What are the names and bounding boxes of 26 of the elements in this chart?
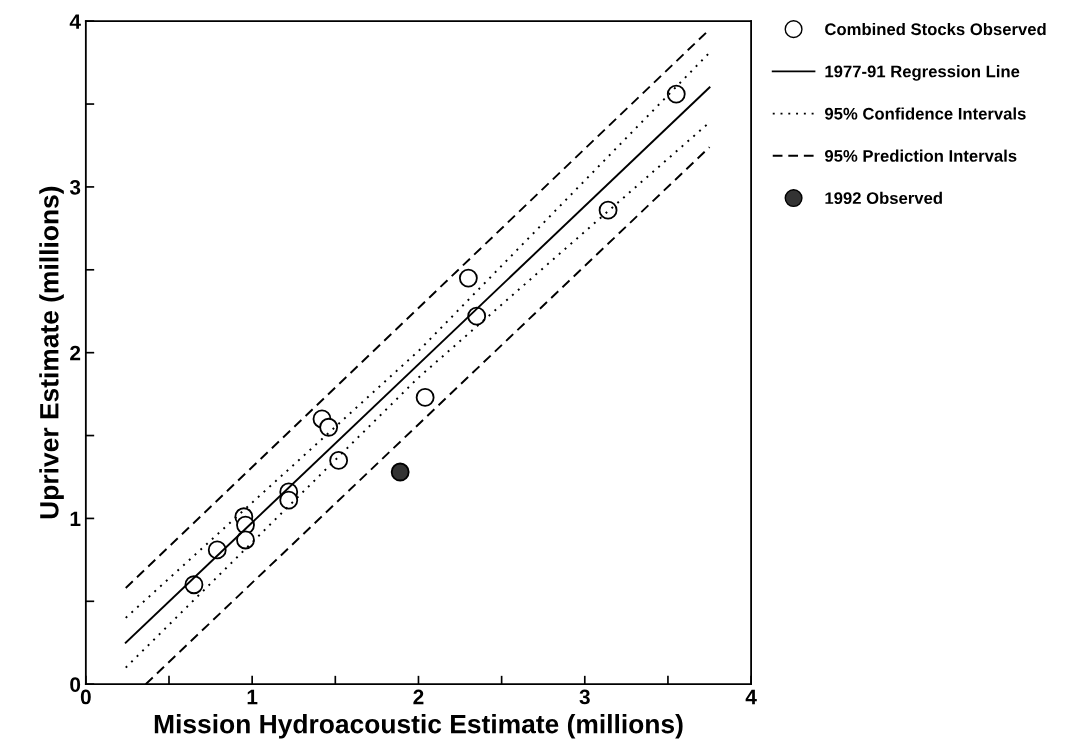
y-tick-label: 4 — [69, 14, 81, 29]
legend-label: 95% Confidence Intervals — [825, 107, 1026, 120]
legend-label: Combined Stocks Observed — [825, 22, 1046, 36]
point — [458, 268, 478, 288]
y-axis-title: Upriver Estimate (millions) — [39, 186, 64, 519]
legend-label: 1992 Observed — [825, 191, 942, 205]
point — [598, 200, 618, 220]
point — [319, 417, 339, 437]
point — [390, 462, 410, 482]
x-tick-label: 2 — [413, 689, 424, 705]
point — [666, 84, 686, 104]
point — [329, 451, 349, 470]
y-tick-label: 1 — [70, 511, 81, 526]
x-tick-label: 3 — [579, 689, 590, 705]
x-tick-label: 0 — [80, 689, 91, 705]
point — [236, 530, 255, 550]
y-tick-label: 0 — [70, 677, 81, 692]
legend-label: 95% Prediction Intervals — [825, 149, 1017, 162]
point — [415, 388, 435, 407]
point — [279, 490, 299, 510]
y-tick-label: 2 — [70, 345, 81, 361]
y-tick-label: 3 — [69, 179, 81, 195]
x-tick-label: 1 — [247, 689, 258, 705]
x-tick-label: 4 — [745, 689, 757, 705]
legend-label: 1977-91 Regression Line — [825, 65, 1020, 81]
x-axis-title: Mission Hydroacoustic Estimate (millions) — [154, 714, 683, 739]
